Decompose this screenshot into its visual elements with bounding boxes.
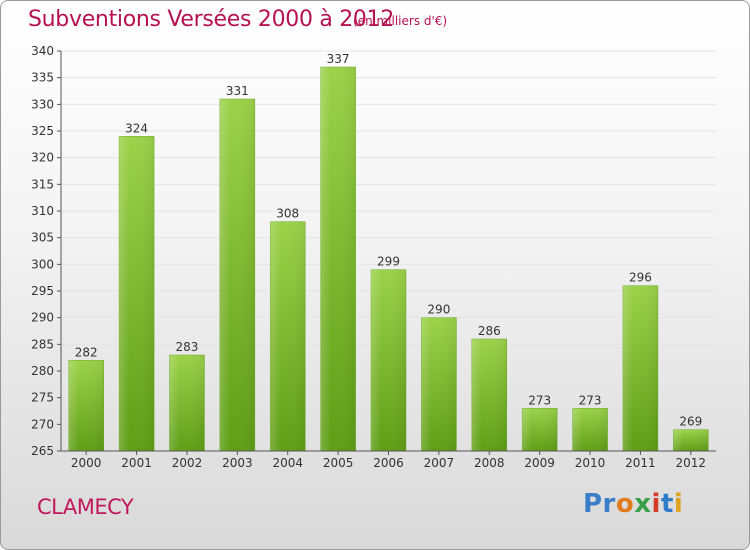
bar-group: 324	[118, 121, 155, 452]
data-label: 296	[629, 271, 652, 285]
y-tick-label: 285	[31, 337, 54, 351]
bar-group: 337	[320, 52, 356, 452]
x-tick-label: 2009	[524, 456, 555, 470]
y-axis: 265 270 275 280 285 290 295 300 305 310 315 320 325 3…	[31, 44, 62, 458]
x-tick-label: 2012	[676, 456, 707, 470]
y-tick-label: 315	[31, 177, 54, 191]
bar-group: 273	[572, 393, 608, 452]
bar-group: 308	[269, 207, 306, 452]
bar-group: 296	[622, 271, 659, 452]
bar-shine	[169, 355, 205, 451]
x-tick-label: 2007	[424, 456, 455, 470]
x-tick-label: 2001	[121, 456, 152, 470]
bar-shine	[371, 269, 406, 451]
bar-group: 286	[471, 324, 508, 452]
bar-shine	[471, 339, 507, 451]
x-tick-label: 2006	[373, 456, 404, 470]
bar-shine	[119, 136, 155, 452]
x-tick-label: 2010	[575, 456, 606, 470]
bar-group: 282	[68, 345, 104, 452]
data-label: 269	[679, 415, 702, 429]
y-tick-label: 300	[31, 257, 54, 271]
y-tick-label: 310	[31, 204, 54, 218]
data-label: 331	[226, 84, 249, 98]
bar-group: 273	[521, 393, 558, 452]
chart-title: Subventions Versées 2000 à 2012	[28, 7, 395, 32]
y-tick-label: 265	[31, 444, 54, 458]
data-label: 290	[427, 303, 450, 317]
bar-shine	[421, 317, 457, 451]
bar-shine	[622, 285, 658, 451]
x-tick-label: 2000	[71, 456, 102, 470]
x-axis: 2000 2001 2002 2003 2004 2005 2006 2007 2008 2009…	[61, 450, 716, 470]
data-label: 273	[528, 393, 551, 407]
data-label: 273	[579, 393, 602, 407]
x-tick-label: 2005	[323, 456, 354, 470]
proxiti-logo[interactable]: Proxiti	[583, 489, 684, 519]
y-tick-label: 335	[31, 71, 54, 85]
bar-group: 269	[673, 415, 709, 452]
data-label: 283	[176, 340, 199, 354]
data-label: 286	[478, 324, 501, 338]
x-tick-label: 2011	[625, 456, 656, 470]
x-tick-label: 2008	[474, 456, 505, 470]
bars: 282 324 283 331 308 337 299 290 286 273 273 296 269	[68, 52, 709, 452]
chart-subtitle: (en milliers d'€)	[353, 14, 448, 28]
city-name: CLAMECY	[37, 495, 134, 519]
data-label: 282	[75, 345, 98, 359]
bar-shine	[572, 408, 608, 451]
bar-shine	[68, 360, 104, 451]
data-label: 324	[125, 121, 148, 135]
y-tick-label: 305	[31, 231, 54, 245]
y-tick-label: 290	[31, 311, 54, 325]
y-tick-label: 340	[31, 44, 54, 58]
bar-shine	[673, 429, 709, 451]
y-tick-label: 320	[31, 151, 54, 165]
y-tick-label: 325	[31, 124, 54, 138]
data-label: 308	[276, 207, 299, 221]
data-label: 337	[327, 52, 350, 66]
y-tick-label: 330	[31, 97, 54, 111]
data-label: 299	[377, 255, 400, 269]
y-tick-label: 295	[31, 284, 54, 298]
bar-shine	[320, 67, 356, 451]
bar-group: 299	[370, 255, 407, 452]
y-tick-label: 270	[31, 417, 54, 431]
y-tick-label: 275	[31, 391, 54, 405]
y-tick-label: 280	[31, 364, 54, 378]
bar-group: 290	[421, 303, 457, 452]
x-tick-label: 2003	[222, 456, 253, 470]
x-tick-label: 2002	[172, 456, 203, 470]
bar-shine	[219, 99, 255, 451]
bar-group: 331	[219, 84, 256, 452]
bar-group: 283	[169, 340, 205, 452]
bar-shine	[270, 221, 306, 451]
x-tick-label: 2004	[272, 456, 303, 470]
bar-shine	[522, 408, 558, 451]
